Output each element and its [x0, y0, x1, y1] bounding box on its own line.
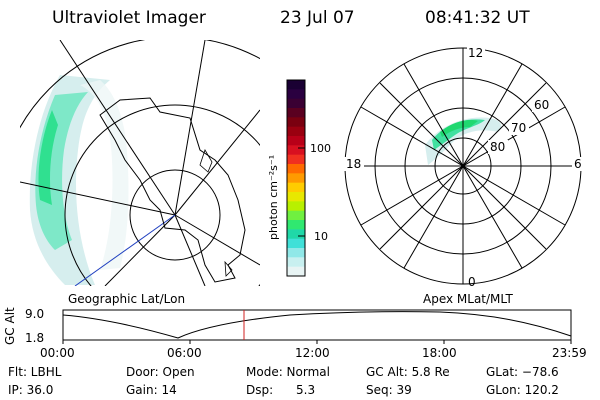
colorbar-frame	[286, 79, 306, 277]
altitude-ytick-low: 1.8	[25, 331, 44, 345]
colorbar-segment	[287, 117, 305, 128]
info-glat: GLat: −78.6	[486, 365, 559, 379]
colorbar-segment	[287, 266, 305, 277]
info-seq: Seq: 39	[366, 383, 412, 397]
colorbar-segment	[287, 108, 305, 118]
info-glon: GLon: 120.2	[486, 383, 559, 397]
colorbar-segment	[287, 80, 305, 90]
colorbar-segment	[287, 136, 305, 146]
xtick-0600: 06:00	[167, 346, 202, 360]
colorbar-segment	[287, 257, 305, 268]
info-flt: Flt: LBHL	[8, 365, 62, 379]
altitude-ytick-high: 9.0	[25, 307, 44, 321]
colorbar	[286, 79, 306, 277]
info-dsp: Dsp: 5.3	[246, 383, 316, 397]
xtick-0000: 00:00	[40, 346, 75, 360]
altitude-plot	[62, 309, 572, 344]
info-ip: IP: 36.0	[8, 383, 54, 397]
colorbar-segment	[287, 248, 305, 258]
colorbar-segment	[287, 154, 305, 165]
instrument-title: Ultraviolet Imager	[52, 8, 206, 28]
info-gain: Gain: 14	[126, 383, 177, 397]
apex-map	[344, 47, 582, 285]
mlt-label-6: 6	[574, 157, 582, 171]
colorbar-tick-100: 100	[310, 142, 331, 155]
time-label: 08:41:32 UT	[425, 8, 530, 28]
mlat-label-80: 80	[490, 140, 505, 154]
mlat-label-70: 70	[511, 121, 526, 135]
left-map-label: Geographic Lat/Lon	[68, 292, 185, 306]
colorbar-segment	[287, 182, 305, 193]
colorbar-tick-10: 10	[314, 230, 328, 243]
colorbar-segment	[287, 89, 305, 100]
colorbar-segment	[287, 229, 305, 240]
right-map-label: Apex MLat/MLT	[423, 292, 513, 306]
info-mode: Mode: Normal	[246, 365, 330, 379]
colorbar-segment	[287, 238, 305, 249]
colorbar-segment	[287, 201, 305, 212]
xtick-1800: 18:00	[422, 346, 457, 360]
colorbar-segment	[287, 98, 305, 109]
colorbar-segment	[287, 220, 305, 230]
colorbar-segment	[287, 210, 305, 221]
geographic-map	[20, 40, 260, 286]
mlt-label-18: 18	[346, 157, 361, 171]
colorbar-segment	[287, 192, 305, 202]
xtick-2359: 23:59	[552, 346, 587, 360]
mlt-label-0: 0	[468, 275, 476, 289]
info-door: Door: Open	[126, 365, 195, 379]
mlt-label-12: 12	[468, 46, 483, 60]
colorbar-segment	[287, 145, 305, 156]
date-label: 23 Jul 07	[280, 8, 355, 28]
colorbar-segment	[287, 164, 305, 174]
colorbar-segment	[287, 126, 305, 137]
colorbar-segment	[287, 173, 305, 184]
altitude-ylabel: GC Alt	[3, 307, 17, 345]
info-gc-alt: GC Alt: 5.8 Re	[366, 365, 450, 379]
xtick-1200: 12:00	[295, 346, 330, 360]
mlat-label-60: 60	[534, 98, 549, 112]
colorbar-unit-label: photon cm⁻²s⁻¹	[267, 155, 280, 240]
